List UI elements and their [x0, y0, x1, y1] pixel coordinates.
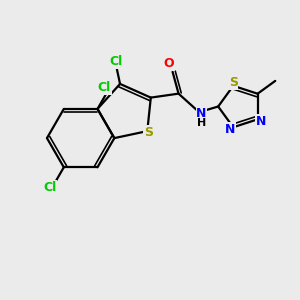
Text: Cl: Cl — [98, 81, 111, 94]
Text: S: S — [229, 76, 238, 89]
Text: S: S — [144, 126, 153, 139]
Text: N: N — [225, 123, 236, 136]
Text: Cl: Cl — [43, 181, 57, 194]
Text: O: O — [163, 57, 174, 70]
Text: N: N — [255, 115, 266, 128]
Text: H: H — [197, 118, 206, 128]
Text: Cl: Cl — [109, 55, 122, 68]
Text: N: N — [196, 107, 206, 120]
